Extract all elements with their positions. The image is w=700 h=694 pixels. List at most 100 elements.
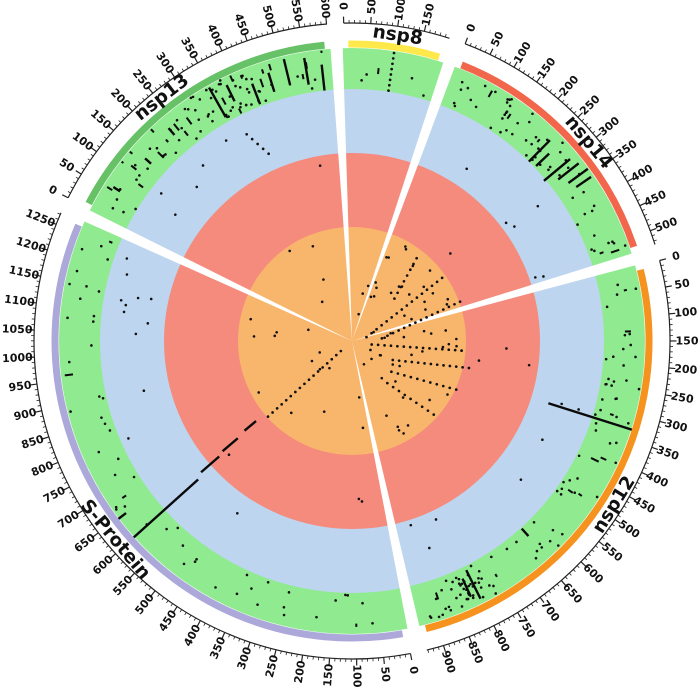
data-dot <box>594 413 597 416</box>
minor-tick <box>280 650 282 655</box>
minor-tick <box>634 486 638 489</box>
major-tick <box>62 194 69 199</box>
data-dot <box>375 286 378 290</box>
minor-tick <box>55 217 59 220</box>
tick-label: 100 <box>511 39 534 66</box>
data-dot <box>318 164 322 167</box>
minor-tick <box>608 528 612 531</box>
data-dot <box>474 105 478 109</box>
mutation-bar <box>167 127 176 136</box>
dotted-trace-dot <box>387 89 390 92</box>
data-dot <box>530 142 533 146</box>
data-dot <box>369 348 372 352</box>
data-dot <box>551 528 555 532</box>
major-tick <box>108 125 114 132</box>
data-dot <box>207 112 210 116</box>
minor-tick <box>168 77 171 81</box>
data-dot <box>471 594 475 597</box>
minor-tick <box>556 583 560 587</box>
data-dot <box>224 139 228 142</box>
data-dot <box>466 86 470 90</box>
minor-tick <box>200 57 203 61</box>
minor-tick <box>170 603 173 607</box>
tick-label: 250 <box>670 389 695 406</box>
minor-tick <box>644 214 648 216</box>
data-dot <box>469 582 472 586</box>
data-dot <box>560 402 563 406</box>
tick-label: 400 <box>204 22 225 49</box>
data-dot <box>245 87 249 91</box>
mutation-bar <box>535 152 550 167</box>
minor-tick <box>287 26 290 30</box>
mutation-bar <box>590 457 600 463</box>
dotted-trace-dot <box>460 349 463 352</box>
data-dot <box>250 103 253 106</box>
data-dot <box>560 487 564 491</box>
data-dot <box>511 132 514 136</box>
minor-tick <box>647 457 651 459</box>
data-dot <box>115 508 118 511</box>
major-tick <box>170 71 176 78</box>
mutation-bar <box>377 68 380 75</box>
data-dot <box>389 331 392 335</box>
gap-divider <box>71 204 352 341</box>
minor-tick <box>102 541 106 544</box>
major-tick <box>34 274 41 277</box>
minor-tick <box>439 32 442 36</box>
mutation-bar <box>567 488 574 494</box>
major-tick <box>244 34 248 41</box>
minor-tick <box>218 630 221 634</box>
data-dot <box>113 473 117 477</box>
major-tick <box>51 461 59 466</box>
data-dot <box>571 196 575 200</box>
dotted-trace-dot <box>387 83 391 87</box>
data-dot <box>516 121 519 125</box>
dotted-trace-dot <box>409 397 412 401</box>
data-dot <box>311 244 315 248</box>
tick-label: 800 <box>491 628 513 655</box>
minor-tick <box>484 49 487 53</box>
tick-label: 900 <box>439 649 458 675</box>
data-dot <box>604 357 608 361</box>
data-dot <box>434 597 438 601</box>
tick-label: 450 <box>631 494 658 517</box>
minor-tick <box>623 505 627 508</box>
mutation-bar <box>465 569 482 600</box>
data-dot <box>282 605 286 609</box>
dotted-trace-dot <box>415 296 419 299</box>
minor-tick <box>549 89 552 93</box>
minor-tick <box>458 640 461 644</box>
minor-tick <box>512 615 515 619</box>
data-dot <box>403 314 406 317</box>
data-dot <box>540 546 544 549</box>
data-dot <box>545 138 549 142</box>
dotted-trace-dot <box>461 365 464 369</box>
tick-label: 1100 <box>3 293 35 310</box>
minor-tick <box>36 280 40 282</box>
data-dot <box>612 241 616 245</box>
data-dot <box>576 477 579 480</box>
mutation-bar <box>506 113 512 120</box>
minor-tick <box>124 565 128 568</box>
data-dot <box>211 119 214 123</box>
dotted-trace-dot <box>391 358 395 362</box>
minor-tick <box>643 467 647 470</box>
tick-label: 300 <box>596 114 622 139</box>
data-dot <box>119 298 123 302</box>
dotted-trace-dot <box>397 389 401 393</box>
minor-tick <box>118 120 122 123</box>
major-tick <box>35 410 42 413</box>
data-dot <box>322 278 325 281</box>
dotted-trace-dot <box>339 349 343 353</box>
minor-tick <box>72 181 76 184</box>
data-dot <box>235 592 239 596</box>
data-dot <box>424 308 427 311</box>
tick-label: 500 <box>616 517 643 541</box>
data-dot <box>568 479 572 482</box>
tick-label: 500 <box>653 215 679 235</box>
data-dot <box>444 329 448 332</box>
minor-tick <box>67 191 71 194</box>
data-dot <box>637 387 641 391</box>
data-dot <box>494 90 497 94</box>
dotted-trace-dot <box>391 62 394 66</box>
